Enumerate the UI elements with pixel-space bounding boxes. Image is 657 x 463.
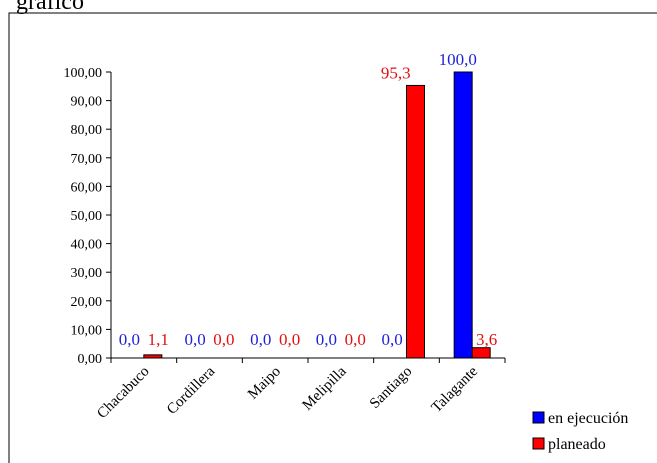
y-tick-label: 100,00 bbox=[64, 66, 103, 81]
data-label: 0,0 bbox=[316, 330, 337, 349]
y-tick-label: 20,00 bbox=[71, 295, 103, 310]
header-fragment: gráfico bbox=[16, 0, 84, 15]
bar-en-ejecución bbox=[453, 71, 473, 359]
bar-planeado bbox=[143, 354, 163, 359]
data-label: 95,3 bbox=[381, 63, 411, 82]
y-tick-label: 90,00 bbox=[71, 95, 103, 110]
data-label: 3,6 bbox=[476, 330, 497, 349]
y-tick-label: 50,00 bbox=[71, 209, 103, 224]
data-label: 0,0 bbox=[213, 330, 234, 349]
data-label: 0,0 bbox=[184, 330, 205, 349]
legend-swatch bbox=[532, 437, 545, 450]
y-tick-label: 0,00 bbox=[78, 352, 103, 367]
legend-label: planeado bbox=[548, 436, 606, 453]
y-tick-label: 40,00 bbox=[71, 238, 103, 253]
bar-planeado bbox=[471, 347, 491, 359]
data-label: 100,0 bbox=[439, 50, 477, 69]
data-label: 0,0 bbox=[345, 330, 366, 349]
legend-swatch bbox=[532, 411, 545, 424]
y-tick-label: 70,00 bbox=[71, 152, 103, 167]
y-tick-label: 60,00 bbox=[71, 180, 103, 195]
y-tick-label: 30,00 bbox=[71, 266, 103, 281]
y-axis: 0,00 10,00 20,00 30,00 40,00 50,00 60,00 70,00 8… bbox=[64, 66, 112, 367]
bars bbox=[143, 71, 491, 359]
legend-label: en ejecución bbox=[548, 410, 628, 427]
data-labels: 0,0 1,1 0,0 0,0 0,0 0,0 0,0 0,0 0,0 95,3 100,0 3,6 bbox=[119, 50, 497, 349]
bar-planeado bbox=[406, 84, 425, 359]
data-label: 0,0 bbox=[381, 330, 402, 349]
data-label: 1,1 bbox=[148, 330, 169, 349]
data-label: 0,0 bbox=[250, 330, 271, 349]
data-label: 0,0 bbox=[279, 330, 300, 349]
y-tick-label: 80,00 bbox=[71, 123, 103, 138]
legend: en ejecución planeado bbox=[532, 410, 628, 453]
y-tick-label: 10,00 bbox=[71, 323, 103, 338]
chart-border bbox=[8, 12, 657, 463]
data-label: 0,0 bbox=[119, 330, 140, 349]
